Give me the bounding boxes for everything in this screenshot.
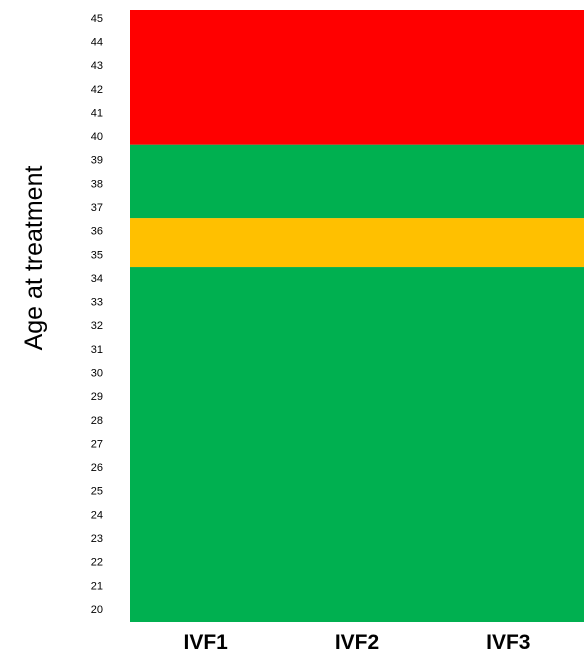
y-tick-label: 35 bbox=[91, 249, 103, 261]
y-tick-label: 39 bbox=[91, 155, 103, 167]
band-3 bbox=[130, 10, 584, 145]
y-tick-label: 37 bbox=[91, 202, 103, 214]
y-tick-label: 25 bbox=[91, 486, 103, 498]
y-tick-label: 22 bbox=[91, 557, 103, 569]
band-1 bbox=[130, 218, 584, 268]
y-tick-label: 28 bbox=[91, 415, 103, 427]
y-tick-label: 33 bbox=[91, 297, 103, 309]
y-tick-label: 29 bbox=[91, 391, 103, 403]
y-tick-label: 36 bbox=[91, 226, 103, 238]
x-axis-labels: IVF1 IVF2 IVF3 bbox=[183, 631, 530, 654]
y-axis-ticks: 20 21 22 23 24 25 26 27 28 29 30 31 32 33 34 35 36 37 38 39… bbox=[91, 13, 103, 616]
y-tick-label: 43 bbox=[91, 60, 103, 72]
y-tick-label: 40 bbox=[91, 131, 103, 143]
y-tick-label: 38 bbox=[91, 178, 103, 190]
y-tick-label: 31 bbox=[91, 344, 103, 356]
band-2 bbox=[130, 144, 584, 219]
y-tick-label: 20 bbox=[91, 604, 103, 616]
y-tick-label: 24 bbox=[91, 509, 103, 521]
x-tick-label: IVF1 bbox=[183, 631, 228, 654]
y-tick-label: 30 bbox=[91, 368, 103, 380]
x-tick-label: IVF3 bbox=[486, 631, 530, 654]
band-0 bbox=[130, 267, 584, 622]
heatmap-bands bbox=[130, 10, 584, 622]
y-tick-label: 21 bbox=[91, 580, 103, 592]
y-tick-label: 45 bbox=[91, 13, 103, 25]
y-tick-label: 26 bbox=[91, 462, 103, 474]
y-tick-label: 34 bbox=[91, 273, 103, 285]
y-tick-label: 27 bbox=[91, 438, 103, 450]
y-tick-label: 42 bbox=[91, 84, 103, 96]
y-tick-label: 32 bbox=[91, 320, 103, 332]
y-axis-title: Age at treatment bbox=[20, 166, 48, 351]
y-tick-label: 41 bbox=[91, 107, 103, 119]
x-tick-label: IVF2 bbox=[335, 631, 379, 654]
y-tick-label: 23 bbox=[91, 533, 103, 545]
y-tick-label: 44 bbox=[91, 37, 103, 49]
